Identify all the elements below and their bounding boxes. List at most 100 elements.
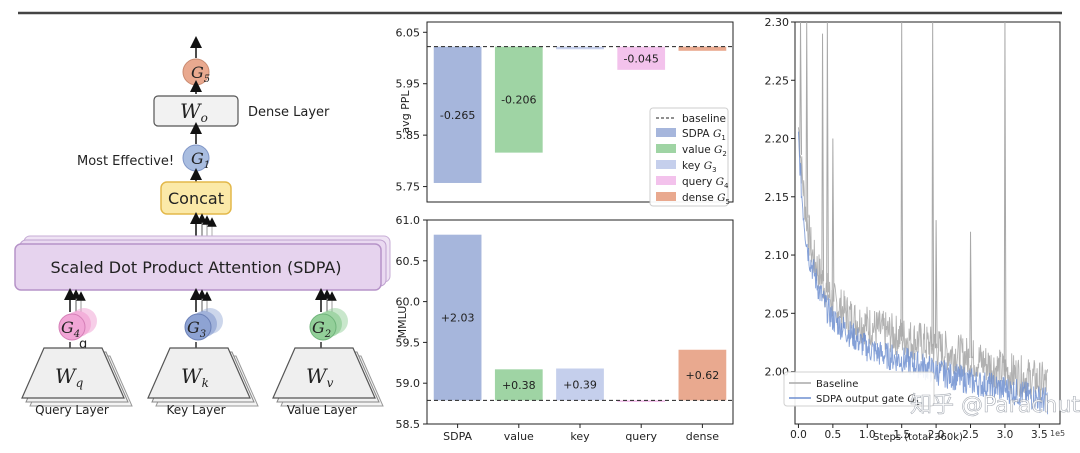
g2-gate-stack (309, 308, 348, 341)
ppl-y-tick-label: 5.85 (396, 129, 421, 142)
loss-x-tick-label: 0.0 (790, 429, 807, 441)
legend-gate-series-text: SDPA output gate G1 (816, 394, 920, 407)
wk-label: Wk (181, 364, 209, 390)
loss-y-tick-label: 2.05 (765, 307, 790, 320)
wv-label: Wv (306, 364, 334, 390)
sdpa-label: Scaled Dot Product Attention (SDPA) (50, 258, 341, 277)
legend-baseline-text: baseline (682, 113, 726, 125)
ppl-y-tick-label: 5.95 (396, 78, 421, 91)
query-layer-text: Query Layer (35, 403, 109, 417)
mmlu-bar-label-value: +0.38 (502, 379, 536, 392)
legend-swatch-2 (656, 160, 676, 169)
loss-x-tick-label: 3.5 (1031, 429, 1048, 441)
loss-line-chart: 2.00 2.05 2.10 2.15 2.20 2.25 2.30 0.0 0.5 1.0 1.… (765, 16, 1066, 443)
loss-y-tick-label: 2.15 (765, 191, 790, 204)
g3-gate-stack (184, 308, 223, 341)
wq-label: Wq (55, 364, 84, 390)
loss-y-axis: 2.00 2.05 2.10 2.15 2.20 2.25 2.30 (765, 16, 795, 379)
g4-gate-stack (58, 308, 97, 341)
loss-baseline-spike (900, 22, 904, 337)
legend-swatch-1 (656, 144, 676, 153)
legend-swatch-0 (656, 128, 676, 137)
loss-series-gate-g1 (797, 131, 1049, 415)
legend-item-text-1: value G2 (682, 144, 727, 158)
loss-x-tick-label: 0.5 (825, 429, 842, 441)
loss-baseline-spike (934, 220, 938, 349)
sdpa-stack (14, 235, 391, 291)
ppl-bar-label-sdpa: -0.265 (440, 109, 475, 122)
mmlu-x-tick-label: SDPA (443, 430, 472, 443)
mmlu-bar-sdpa (433, 234, 482, 401)
mmlu-x-tick-label: query (625, 430, 657, 443)
loss-x-tick-label: 1.5 (893, 429, 910, 441)
loss-x-tick-label: 2.0 (928, 429, 945, 441)
legend-item-text-0: SDPA G1 (682, 128, 726, 142)
mmlu-y-tick-label: 59.5 (396, 336, 421, 349)
loss-baseline-spike (931, 22, 935, 347)
ppl-bar-sdpa (433, 46, 482, 183)
loss-x-tick-label: 2.5 (962, 429, 979, 441)
mmlu-bar-chart: 58.5 59.0 59.5 60.0 60.5 61.0 MMLU +2.03 +0.38… (396, 214, 734, 443)
mmlu-y-tick-label: 58.5 (396, 418, 421, 431)
loss-baseline-spike (831, 138, 835, 302)
concat-label: Concat (168, 189, 224, 208)
mmlu-y-tick-label: 60.0 (396, 296, 421, 309)
ppl-bar-dense (678, 46, 727, 51)
loss-x-axis-label: Steps (total 360k) (873, 432, 963, 443)
loss-legend: Baseline SDPA output gate G1 (783, 371, 935, 407)
ppl-bar-value (494, 46, 543, 153)
mmlu-bar-label-key: +0.39 (563, 378, 597, 391)
legend-item-text-3: query G4 (682, 176, 729, 190)
mmlu-x-axis: SDPA value key query dense (443, 424, 719, 443)
loss-x-tick-label: 3.0 (997, 429, 1014, 441)
mmlu-bar-query (617, 400, 666, 402)
ppl-legend: baseline SDPA G1 value G2 key G3 query G4 de… (649, 107, 730, 207)
g2-label: G2 (312, 318, 331, 340)
ppl-bars (433, 46, 727, 183)
mmlu-bar-label-dense: +0.62 (686, 369, 720, 382)
legend-baseline-series-text: Baseline (816, 379, 858, 390)
loss-baseline-spike (1003, 22, 1007, 372)
loss-y-tick-label: 2.25 (765, 74, 790, 87)
ppl-bar-label-value: -0.206 (501, 94, 536, 107)
g5-label: G5 (191, 63, 210, 85)
loss-y-tick-label: 2.00 (765, 366, 790, 379)
mmlu-y-tick-label: 61.0 (396, 214, 421, 227)
g4-label: G4 (61, 318, 80, 340)
loss-baseline-spike (805, 22, 809, 218)
loss-baseline-spike (799, 22, 803, 155)
ppl-bar-chart: 5.755.855.956.05 avg PPL -0.265-0.206-0.… (396, 21, 734, 207)
loss-x-axis: 0.0 0.5 1.0 1.5 2.0 2.5 3.0 3.5 (790, 424, 1048, 441)
g3-label: G3 (187, 318, 206, 340)
ppl-y-axis: 5.75 5.85 5.95 6.05 (396, 26, 427, 194)
loss-baseline-spike (969, 231, 973, 358)
loss-x-multiplier: 1e5 (1050, 429, 1065, 438)
wo-label: Wo (180, 99, 208, 125)
legend-swatch-3 (656, 176, 676, 185)
watermark-text: 知乎 @Parachutes (910, 393, 1080, 418)
value-layer-text: Value Layer (287, 403, 357, 417)
ppl-bar-labels: -0.265 -0.206 -0.045 (440, 52, 659, 122)
ppl-plot-frame (426, 21, 734, 203)
legend-item-text-2: key G3 (682, 160, 717, 174)
mmlu-x-tick-label: value (504, 430, 534, 443)
key-layer-trapezoid (147, 347, 259, 407)
mmlu-bar-value (494, 369, 543, 401)
most-effective-text: Most Effective! (77, 154, 174, 169)
mmlu-bars (433, 234, 727, 402)
gated-attention-diagram: G5 Wo Dense Layer G1 Most Effective! Con… (14, 36, 391, 417)
mmlu-bar-key (556, 368, 604, 401)
g3-gate-circle (184, 313, 212, 341)
ppl-bar-query (617, 46, 666, 70)
loss-baseline-spike (821, 33, 825, 282)
ppl-y-tick-label: 6.05 (396, 26, 421, 39)
legend-item-text-4: dense G5 (682, 192, 730, 206)
ppl-y-axis-label: avg PPL (399, 90, 412, 134)
gates-to-sdpa-arrows (64, 288, 337, 312)
mmlu-y-tick-label: 59.0 (396, 377, 421, 390)
query-layer-trapezoid (21, 347, 133, 407)
mmlu-bar-dense (678, 349, 727, 401)
ppl-bar-key (556, 46, 604, 50)
mmlu-y-tick-label: 60.5 (396, 255, 421, 268)
